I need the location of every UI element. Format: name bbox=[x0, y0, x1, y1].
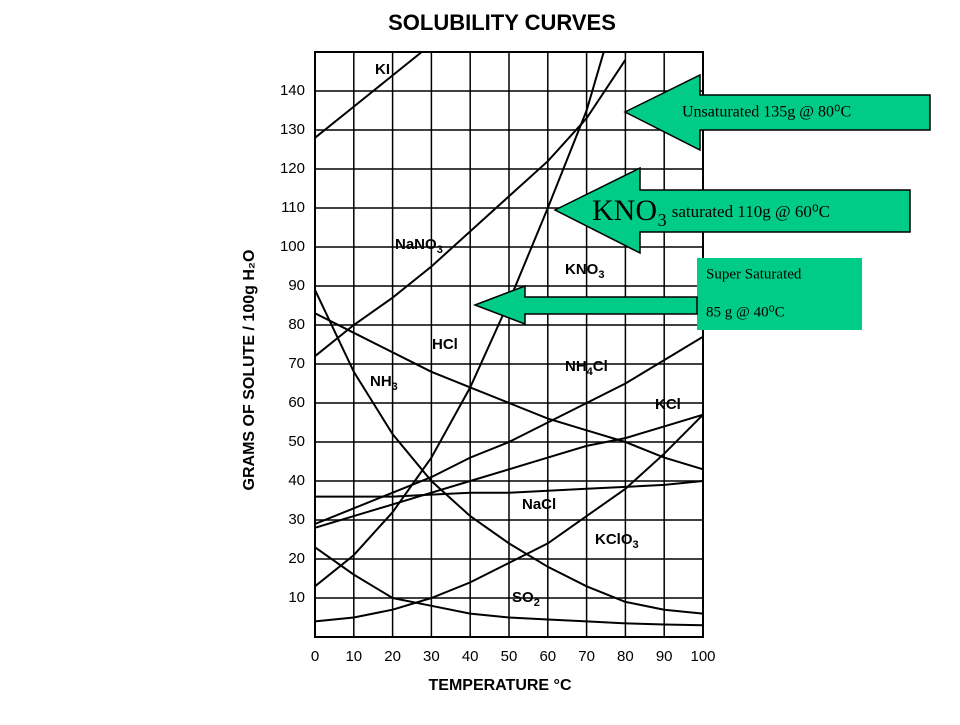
series-lines bbox=[315, 52, 703, 627]
series-label: KCl bbox=[655, 396, 681, 413]
supersaturated-box bbox=[697, 258, 862, 330]
x-tick-label: 40 bbox=[462, 648, 479, 665]
y-tick-label: 30 bbox=[288, 511, 305, 528]
annotation: Super Saturated bbox=[706, 266, 802, 282]
series-label: SO2 bbox=[512, 589, 540, 609]
series-line bbox=[315, 413, 703, 529]
series-line bbox=[315, 413, 703, 623]
x-tick-label: 10 bbox=[345, 648, 362, 665]
y-tick-label: 140 bbox=[280, 82, 305, 99]
y-tick-label: 130 bbox=[280, 121, 305, 138]
x-tick-label: 50 bbox=[501, 648, 518, 665]
y-tick-label: 80 bbox=[288, 316, 305, 333]
series-label: NH3 bbox=[370, 373, 398, 393]
x-tick-label: 90 bbox=[656, 648, 673, 665]
arrow-unsaturated bbox=[623, 73, 931, 152]
series-line bbox=[315, 480, 703, 498]
y-axis-label: GRAMS OF SOLUTE / 100g H₂O bbox=[241, 250, 258, 491]
y-tick-label: 90 bbox=[288, 277, 305, 294]
arrow-supersaturated bbox=[472, 284, 698, 326]
arrow-saturated bbox=[553, 166, 911, 255]
x-axis-label: TEMPERATURE °C bbox=[429, 677, 572, 694]
series-label: NaNO3 bbox=[395, 236, 443, 256]
x-tick-label: 0 bbox=[311, 648, 319, 665]
series-label: KI bbox=[375, 61, 390, 78]
y-tick-label: 100 bbox=[280, 238, 305, 255]
plot-area: 10 20 30 40 50 60 70 80 90 100 110 120 130 140 0 10 20 30… bbox=[280, 51, 716, 665]
series-line bbox=[315, 546, 703, 627]
series-line bbox=[315, 289, 703, 615]
series-label: HCl bbox=[432, 336, 458, 353]
x-tick-label: 20 bbox=[384, 648, 401, 665]
x-tick-label: 30 bbox=[423, 648, 440, 665]
series-label: KNO3 bbox=[565, 261, 604, 281]
annotation: 85 g @ 40⁰C bbox=[706, 304, 785, 320]
x-tick-label: 70 bbox=[578, 648, 595, 665]
y-tick-label: 10 bbox=[288, 589, 305, 606]
y-tick-label: 70 bbox=[288, 355, 305, 372]
y-tick-label: 110 bbox=[281, 199, 305, 216]
y-tick-label: 40 bbox=[288, 472, 305, 489]
y-tick-label: 50 bbox=[288, 433, 305, 450]
annotation: Unsaturated 135g @ 80⁰C bbox=[682, 104, 851, 121]
series-line bbox=[315, 312, 703, 471]
x-tick-label: 100 bbox=[690, 648, 715, 665]
series-line bbox=[315, 335, 703, 525]
x-tick-label: 60 bbox=[539, 648, 556, 665]
x-tick-label: 80 bbox=[617, 648, 634, 665]
series-line bbox=[315, 59, 627, 357]
y-tick-label: 20 bbox=[288, 550, 305, 567]
y-tick-label: 120 bbox=[280, 160, 305, 177]
series-label: KClO3 bbox=[595, 531, 639, 551]
annotations: Unsaturated 135g @ 80⁰C KNO₃ saturated 1… bbox=[472, 73, 931, 330]
series-line bbox=[315, 52, 424, 139]
series-label: NaCl bbox=[522, 496, 556, 513]
series-label: NH4Cl bbox=[565, 358, 608, 378]
chart-title: SOLUBILITY CURVES bbox=[388, 10, 616, 35]
annotation: KNO₃ saturated 110g @ 60⁰C bbox=[592, 194, 830, 227]
y-tick-label: 60 bbox=[288, 394, 305, 411]
